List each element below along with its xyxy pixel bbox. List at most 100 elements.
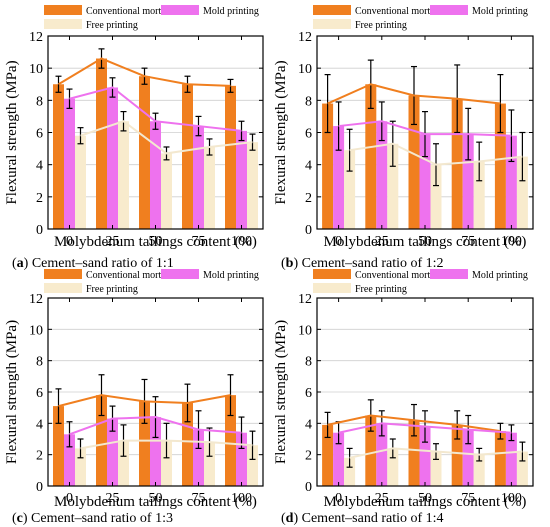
legend-label: Mold printing xyxy=(203,270,259,281)
legend-swatch xyxy=(44,5,82,15)
x-tick-label: 75 xyxy=(461,491,475,506)
chart-panel-c: 0 2 4 6 8 10 12 0 25 50 75 100 Flexural strength (MP… xyxy=(4,269,264,526)
bar xyxy=(193,126,204,229)
series-line xyxy=(349,142,523,166)
x-tick-label: 75 xyxy=(461,234,475,249)
bar xyxy=(344,150,356,229)
y-tick-label: 2 xyxy=(36,191,43,206)
series-line xyxy=(349,447,523,459)
y-axis-label: Flexural strength (MPa) xyxy=(4,60,20,204)
bar xyxy=(236,432,247,486)
legend-label: Mold printing xyxy=(472,270,528,281)
chart-panel-d: 0 2 4 6 8 10 12 0 25 50 75 100 Flexural strength (MP… xyxy=(273,269,534,526)
y-tick-label: 8 xyxy=(305,355,312,370)
legend-swatch xyxy=(44,19,82,29)
y-tick-label: 0 xyxy=(305,480,312,495)
x-axis-label: Molybdenum tailings content (%) xyxy=(54,234,257,250)
bar xyxy=(387,143,399,229)
bar xyxy=(75,448,86,486)
y-tick-label: 6 xyxy=(305,386,312,401)
bar xyxy=(161,153,172,229)
y-tick-label: 0 xyxy=(305,223,312,238)
legend-swatch xyxy=(313,5,351,15)
x-tick-label: 50 xyxy=(149,234,163,249)
legend-swatch xyxy=(161,5,199,15)
x-tick-label: 100 xyxy=(501,491,522,506)
legend-swatch xyxy=(430,269,468,279)
y-tick-label: 6 xyxy=(36,386,43,401)
y-axis-label: Flexural strength (MPa) xyxy=(4,320,20,464)
bar xyxy=(473,161,485,229)
bar xyxy=(505,432,517,486)
legend-swatch xyxy=(44,283,82,293)
bar xyxy=(247,142,258,229)
bar xyxy=(247,445,258,486)
x-tick-label: 50 xyxy=(418,491,432,506)
x-tick-label: 100 xyxy=(501,234,522,249)
bar xyxy=(182,402,193,486)
legend-label: Conventional mortar xyxy=(355,270,439,281)
series-line xyxy=(57,57,231,87)
bar xyxy=(182,84,193,229)
bar xyxy=(75,135,86,229)
legend-swatch xyxy=(313,283,351,293)
panel-caption: (b) Cement–sand ratio of 1:2 xyxy=(281,256,444,271)
legend-swatch xyxy=(313,19,351,29)
bar xyxy=(150,121,161,229)
bar xyxy=(53,84,64,229)
bar xyxy=(494,103,506,229)
bar xyxy=(118,440,129,486)
x-axis-label: Molybdenum tailings content (%) xyxy=(54,494,257,510)
bar xyxy=(376,423,388,486)
y-tick-label: 2 xyxy=(305,191,312,206)
legend-label: Conventional mortar xyxy=(86,6,170,17)
bar xyxy=(161,440,172,486)
bar xyxy=(494,431,506,486)
y-tick-label: 10 xyxy=(29,62,43,77)
x-tick-label: 25 xyxy=(375,491,389,506)
y-tick-label: 12 xyxy=(298,292,312,307)
bar xyxy=(96,58,107,230)
panel-caption: (d) Cement–sand ratio of 1:4 xyxy=(281,511,444,526)
bar xyxy=(96,395,107,486)
y-tick-label: 4 xyxy=(36,417,43,432)
x-tick-label: 0 xyxy=(335,491,342,506)
bar xyxy=(365,415,377,486)
bar xyxy=(387,448,399,486)
x-tick-label: 25 xyxy=(106,234,120,249)
legend-swatch xyxy=(430,5,468,15)
chart-panel-a: 0 2 4 6 8 10 12 0 25 50 75 100 Flexural strength (MP… xyxy=(4,5,264,271)
legend-swatch xyxy=(161,269,199,279)
x-axis-label: Molybdenum tailings content (%) xyxy=(324,234,527,250)
y-tick-label: 2 xyxy=(305,449,312,464)
bar xyxy=(333,126,345,229)
bar xyxy=(473,454,485,486)
bar xyxy=(322,424,334,486)
series-line xyxy=(69,416,242,436)
bar xyxy=(204,442,215,486)
panel-caption: (a) Cement–sand ratio of 1:1 xyxy=(12,256,174,271)
bar xyxy=(53,406,64,486)
bar xyxy=(430,164,442,229)
y-tick-label: 12 xyxy=(29,292,43,307)
x-tick-label: 100 xyxy=(231,491,252,506)
series-line xyxy=(58,394,231,408)
bar xyxy=(419,134,431,229)
x-tick-label: 75 xyxy=(192,234,206,249)
bar xyxy=(344,457,356,486)
x-axis-label: Molybdenum tailings content (%) xyxy=(324,494,527,510)
series-line xyxy=(80,439,253,450)
chart-panel-b: 0 2 4 6 8 10 12 0 25 50 75 100 Flexural strength (MP… xyxy=(273,5,534,271)
bar xyxy=(408,95,420,229)
bar xyxy=(107,418,118,486)
bar xyxy=(322,103,334,229)
x-tick-label: 0 xyxy=(335,234,342,249)
legend-label: Conventional mortar xyxy=(355,6,439,17)
x-tick-label: 50 xyxy=(149,491,163,506)
y-tick-label: 0 xyxy=(36,223,43,238)
x-tick-label: 25 xyxy=(375,234,389,249)
panel-caption: (c) Cement–sand ratio of 1:3 xyxy=(12,511,173,526)
legend-label: Mold printing xyxy=(203,6,259,17)
bar xyxy=(139,401,150,486)
x-tick-label: 0 xyxy=(66,234,73,249)
